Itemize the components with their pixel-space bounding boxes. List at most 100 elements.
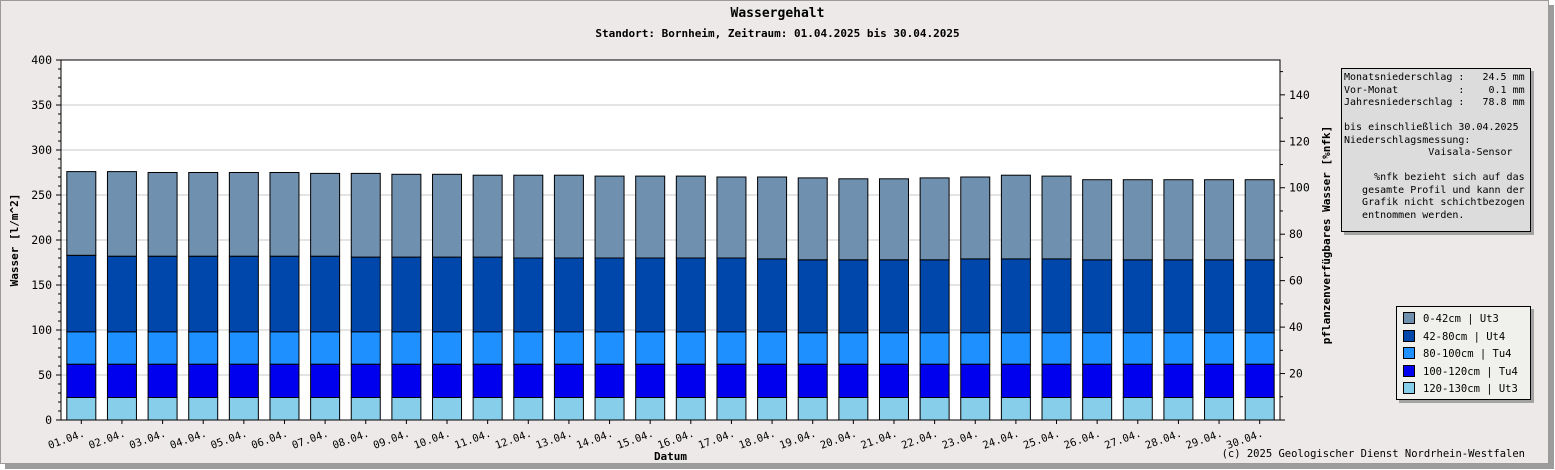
bar-segment [106, 331, 137, 365]
bar-segment [1244, 397, 1275, 421]
y-tick-label: 100 [31, 323, 52, 337]
bar-segment [1122, 332, 1153, 365]
x-axis-label: Datum [654, 450, 687, 463]
bar-segment [472, 331, 503, 365]
bar-segment [1244, 179, 1275, 261]
bar-segment [838, 332, 869, 365]
bar-segment [675, 363, 706, 399]
bar-segment [66, 363, 97, 399]
x-tick-label: 25.04. [1022, 428, 1062, 452]
bar-segment [1163, 259, 1194, 334]
x-tick-label: 26.04. [1062, 428, 1102, 452]
y-axis-label: Wasser [l/m^2] [8, 194, 21, 287]
bar-segment [838, 363, 869, 399]
bar-segment [228, 255, 259, 333]
bar-segment [147, 331, 178, 365]
x-tick-label: 23.04. [941, 428, 981, 452]
bar-segment [269, 397, 300, 421]
bar-segment [797, 332, 828, 365]
y2-tick-label: 140 [1289, 88, 1310, 102]
x-tick-label: 18.04. [737, 428, 777, 452]
y2-tick-label: 60 [1289, 274, 1303, 288]
bar-segment [919, 363, 950, 399]
x-tick-label: 06.04. [250, 428, 290, 452]
bar-segment [594, 397, 625, 421]
bar-segment [1041, 258, 1072, 334]
bar-segment [594, 175, 625, 259]
x-tick-label: 07.04. [290, 428, 330, 452]
bar-segment [1244, 259, 1275, 334]
bar-segment [716, 363, 747, 399]
bar-segment [757, 397, 788, 421]
bar-segment [1204, 397, 1235, 421]
x-tick-label: 22.04. [900, 428, 940, 452]
legend-label: 80-100cm | Tu4 [1423, 348, 1512, 360]
bar-segment [1122, 363, 1153, 399]
x-tick-label: 29.04. [1184, 428, 1224, 452]
bar-segment [432, 256, 463, 333]
bar-segment [228, 331, 259, 365]
bar-segment [391, 397, 422, 421]
x-tick-label: 02.04. [87, 428, 127, 452]
copyright: (c) 2025 Geologischer Dienst Nordrhein-W… [1221, 448, 1525, 460]
bar-segment [960, 258, 991, 334]
legend-item: 80-100cm | Tu4 [1403, 347, 1512, 361]
bar-segment [960, 332, 991, 365]
bar-segment [106, 171, 137, 257]
bar-segment [269, 331, 300, 365]
bar-segment [391, 363, 422, 399]
bar-segment [1163, 179, 1194, 261]
bar-segment [269, 255, 300, 333]
bar-segment [594, 363, 625, 399]
bar-segment [716, 257, 747, 333]
legend-swatch [1403, 382, 1415, 394]
y-tick-label: 400 [31, 53, 52, 67]
bar-segment [1163, 397, 1194, 421]
bar-segment [878, 397, 909, 421]
bar-segment [432, 363, 463, 399]
bar-segment [757, 331, 788, 365]
bar-segment [513, 257, 544, 333]
y-tick-label: 250 [31, 188, 52, 202]
x-tick-label: 12.04. [494, 428, 534, 452]
bar-segment [797, 177, 828, 261]
bar-segment [228, 172, 259, 257]
bar-segment [1082, 259, 1113, 334]
bar-segment [1163, 363, 1194, 399]
chart-subtitle: Standort: Bornheim, Zeitraum: 01.04.2025… [595, 27, 960, 40]
bar-segment [1000, 332, 1031, 365]
bar-segment [1204, 363, 1235, 399]
bar-segment [757, 258, 788, 333]
legend-label: 42-80cm | Ut4 [1423, 330, 1506, 343]
bar-segment [960, 397, 991, 421]
x-tick-label: 14.04. [575, 428, 615, 452]
x-tick-label: 05.04. [209, 428, 249, 452]
bar-segment [228, 363, 259, 399]
bar-segment [106, 363, 137, 399]
bar-segment [919, 397, 950, 421]
x-tick-label: 27.04. [1103, 428, 1143, 452]
bar-segment [1041, 397, 1072, 421]
y2-tick-label: 100 [1289, 181, 1310, 195]
bar-segment [1000, 174, 1031, 260]
bar-segment [350, 172, 381, 258]
bar-segment [1122, 397, 1153, 421]
bar-segment [960, 176, 991, 260]
bar-segment [432, 397, 463, 421]
bar-segment [1000, 363, 1031, 399]
x-tick-label: 28.04. [1144, 428, 1184, 452]
bar-segment [716, 397, 747, 421]
bar-segment [797, 397, 828, 421]
bar-segment [1082, 179, 1113, 261]
bar-segment [919, 177, 950, 261]
bar-segment [635, 257, 666, 333]
legend-swatch [1403, 347, 1415, 359]
bar-segment [1082, 332, 1113, 365]
bar-segment [1082, 363, 1113, 399]
bar-segment [147, 397, 178, 421]
y-tick-label: 350 [31, 98, 52, 112]
bar-segment [797, 259, 828, 334]
bar-segment [716, 331, 747, 365]
bar-segment [472, 363, 503, 399]
x-tick-label: 15.04. [615, 428, 655, 452]
